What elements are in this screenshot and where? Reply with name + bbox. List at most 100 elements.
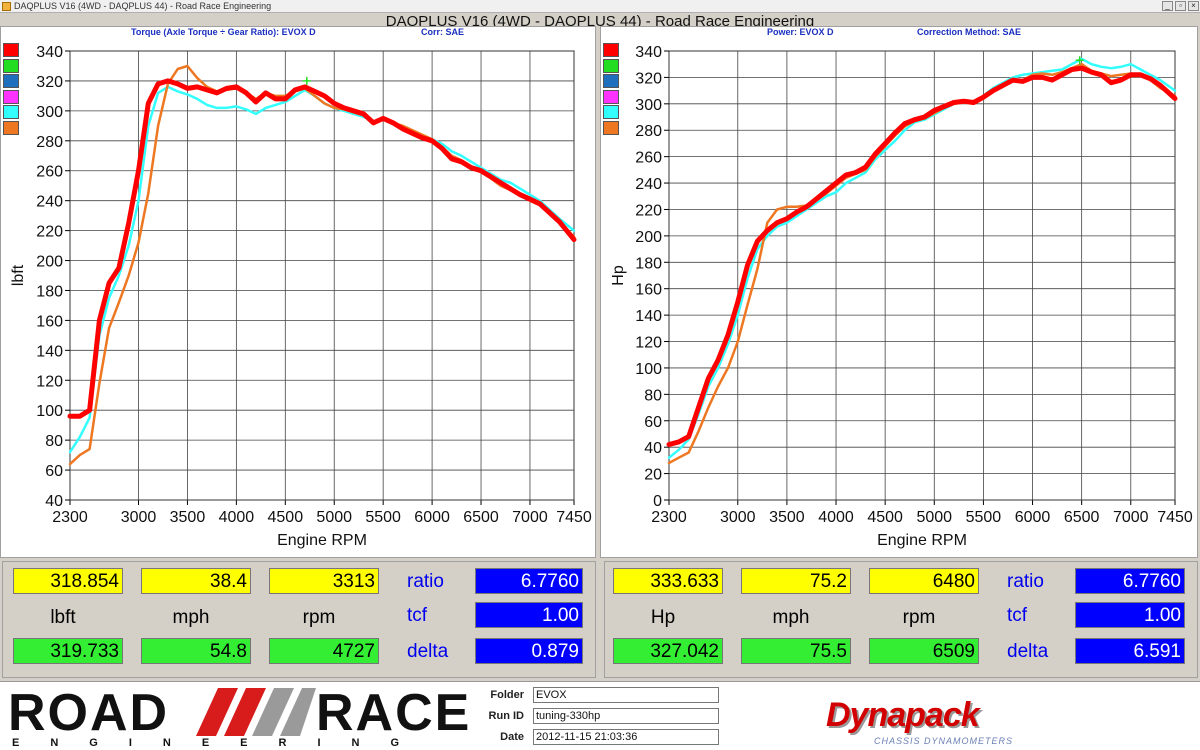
y-tick-label: 140: [36, 343, 63, 360]
plot-area: [668, 50, 1176, 501]
y-tick-label: 20: [644, 467, 662, 484]
y-tick-label: 120: [635, 335, 662, 352]
x-tick-label: 3500: [170, 509, 206, 526]
x-tick-label: 5000: [316, 509, 352, 526]
y-tick-label: 180: [36, 283, 63, 300]
readout-mph-value: 75.2: [741, 568, 851, 594]
x-tick-label: 7000: [1113, 509, 1149, 526]
run-id-field[interactable]: tuning-330hp: [533, 708, 719, 724]
y-tick-label: 40: [45, 493, 63, 510]
legend-swatch-magenta[interactable]: [3, 89, 19, 104]
y-tick-label: 100: [36, 403, 63, 420]
folder-label: Folder: [490, 689, 524, 701]
power-legend: [603, 43, 619, 136]
readout-rpm-value: 6480: [869, 568, 979, 594]
y-tick-label: 320: [635, 70, 662, 87]
x-tick-label: 7000: [512, 509, 548, 526]
x-tick-label: 3500: [769, 509, 805, 526]
y-tick-label: 340: [36, 44, 63, 61]
ratio-label: ratio: [1007, 571, 1044, 592]
cursor-marker: [1075, 56, 1084, 65]
legend-swatch-cyan[interactable]: [3, 105, 19, 119]
legend-swatch-red[interactable]: [603, 43, 619, 57]
legend-swatch-magenta[interactable]: [603, 89, 619, 104]
delta-value: 6.591: [1075, 638, 1185, 664]
y-tick-label: 160: [36, 313, 63, 330]
x-tick-label: 5500: [966, 509, 1002, 526]
readout-peak-torque-value: 319.733: [13, 638, 123, 664]
legend-swatch-red[interactable]: [3, 43, 19, 57]
delta-label: delta: [1007, 641, 1049, 662]
x-axis-label: Engine RPM: [277, 532, 367, 549]
y-tick-label: 300: [635, 97, 662, 114]
y-tick-label: 240: [635, 176, 662, 193]
x-axis-label: Engine RPM: [877, 532, 967, 549]
torque-correction-label: Corr: SAE: [421, 27, 465, 37]
readout-unit-hp: Hp: [650, 607, 676, 628]
power-chart[interactable]: 2300 3000 3500 4000 4500 5000 5500 6000 6500 7000…: [601, 27, 1199, 559]
x-tick-label: 2300: [651, 509, 687, 526]
date-label: Date: [500, 731, 524, 743]
y-axis-label: Hp: [610, 265, 627, 286]
x-tick-label: 6500: [1064, 509, 1100, 526]
readout-peak-mph-value: 75.5: [741, 638, 851, 664]
power-chart-header: Power: EVOX D: [767, 27, 834, 37]
torque-chart[interactable]: 2300 3000 3500 4000 4500 5000 5500 6000 6500 7000…: [1, 27, 597, 559]
y-tick-label: 180: [635, 255, 662, 272]
maximize-button[interactable]: ▫: [1175, 1, 1186, 11]
minimize-button[interactable]: _: [1162, 1, 1173, 11]
readout-peak-mph-value: 54.8: [141, 638, 251, 664]
series-line: [667, 57, 1177, 459]
road-race-logo-subtitle: ENGINEERING: [12, 737, 431, 749]
dynapack-logo: Dynapack: [826, 696, 980, 734]
y-tick-label: 220: [36, 224, 63, 241]
legend-swatch-orange[interactable]: [3, 120, 19, 135]
close-button[interactable]: ×: [1188, 1, 1199, 11]
readout-torque-value: 318.854: [13, 568, 123, 594]
window-title-bar: DAQPLUS V16 (4WD - DAQPLUS 44) - Road Ra…: [0, 0, 1200, 13]
window-title: DAQPLUS V16 (4WD - DAQPLUS 44) - Road Ra…: [14, 1, 272, 11]
y-tick-label: 220: [635, 202, 662, 219]
delta-value: 0.879: [475, 638, 583, 664]
readout-peak-rpm-value: 6509: [869, 638, 979, 664]
x-tick-label: 4000: [219, 509, 255, 526]
x-tick-label: 7450: [556, 509, 592, 526]
ratio-value: 6.7760: [1075, 568, 1185, 594]
legend-swatch-orange[interactable]: [603, 120, 619, 135]
torque-readout-panel: 318.854 38.4 3313 lbft mph rpm 319.733 5…: [2, 561, 596, 678]
legend-swatch-blue[interactable]: [603, 74, 619, 88]
x-tick-label: 5000: [916, 509, 952, 526]
y-tick-label: 320: [36, 74, 63, 91]
legend-swatch-cyan[interactable]: [603, 105, 619, 119]
y-tick-label: 200: [635, 229, 662, 246]
y-tick-label: 160: [635, 282, 662, 299]
readout-unit-mph: mph: [772, 607, 810, 628]
logo-slash-stripes: [196, 688, 316, 736]
readout-peak-power-value: 327.042: [613, 638, 723, 664]
legend-swatch-blue[interactable]: [3, 74, 19, 88]
readout-peak-rpm-value: 4727: [269, 638, 379, 664]
torque-chart-header: Torque (Axle Torque ÷ Gear Ratio): EVOX …: [131, 27, 316, 37]
x-tick-label: 6000: [1015, 509, 1051, 526]
x-tick-label: 7450: [1157, 509, 1193, 526]
readout-unit-rpm: rpm: [902, 607, 936, 628]
legend-swatch-green[interactable]: [603, 58, 619, 73]
folder-field[interactable]: EVOX: [533, 687, 719, 703]
y-tick-label: 280: [635, 123, 662, 140]
y-tick-label: 260: [635, 150, 662, 167]
readout-power-value: 333.633: [613, 568, 723, 594]
road-race-logo-race: RACE: [316, 684, 472, 742]
y-tick-label: 100: [635, 361, 662, 378]
readout-unit-rpm: rpm: [302, 607, 336, 628]
legend-swatch-green[interactable]: [3, 58, 19, 73]
series-line: [666, 65, 1178, 447]
y-tick-label: 280: [36, 134, 63, 151]
tcf-label: tcf: [407, 605, 428, 626]
date-field[interactable]: 2012-11-15 21:03:36: [533, 729, 719, 745]
app-icon: [2, 2, 11, 11]
readout-unit-mph: mph: [172, 607, 210, 628]
x-tick-label: 4500: [867, 509, 903, 526]
x-tick-label: 6500: [463, 509, 499, 526]
readout-rpm-value: 3313: [269, 568, 379, 594]
x-tick-label: 3000: [720, 509, 756, 526]
